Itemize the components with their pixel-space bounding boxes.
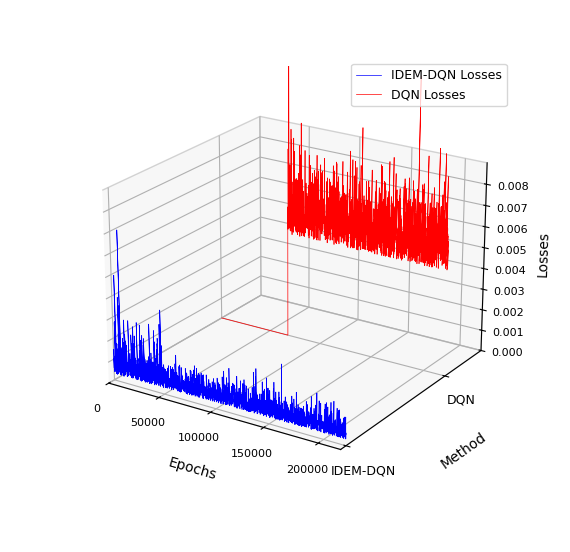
Y-axis label: Method: Method [438,429,488,471]
X-axis label: Epochs: Epochs [166,455,218,483]
Legend: IDEM-DQN Losses, DQN Losses: IDEM-DQN Losses, DQN Losses [351,64,507,106]
